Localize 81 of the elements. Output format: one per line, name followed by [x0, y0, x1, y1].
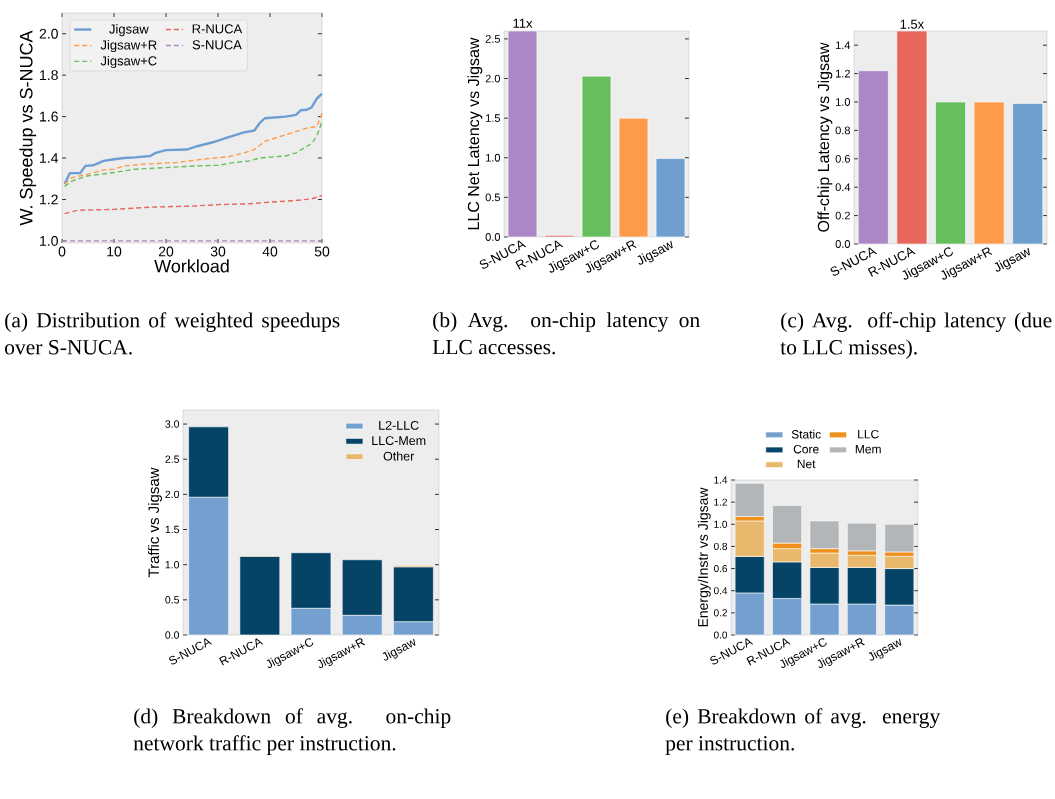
x-tick-label: 50 [314, 246, 330, 257]
line-series [63, 92, 324, 186]
text: (c) Avg. off-chip latency (due to LLC misses). [780, 312, 1052, 359]
legend-label: Static [791, 429, 821, 439]
y-tick-label: 0.4 [835, 183, 851, 192]
y-tick-label: 2.5 [485, 35, 500, 43]
y-tick-label: 1.4 [714, 476, 728, 484]
legend-label: Other [383, 451, 415, 461]
y-axis-title: Off-chip Latency vs Jigsaw [817, 42, 833, 232]
y-tick-label: 1.0 [165, 560, 180, 569]
x-axis-title: Workload [154, 259, 229, 273]
legend-label: Net [797, 459, 816, 469]
y-tick-label: 1.4 [40, 153, 59, 163]
bar [507, 30, 538, 238]
y-axis-title: Traffic vs Jigsaw [148, 467, 162, 578]
bar [973, 101, 1005, 245]
text: (d) Breakdown of avg. on-chip network traffic per instruction. [133, 708, 451, 755]
y-tick-label: 0.5 [485, 193, 500, 202]
y-tick-label: 1.0 [486, 153, 501, 162]
legend-label: Jigsaw+C [100, 55, 157, 69]
line-series [63, 194, 323, 215]
text: (a) Distribution of weighted speedups over S-NUCA. [5, 312, 340, 355]
y-tick-label: 0.8 [713, 542, 728, 550]
legend-label: Jigsaw+R [100, 40, 157, 53]
y-tick-label: 1.6 [40, 111, 58, 122]
bar [935, 101, 966, 245]
legend-label: LLC-Mem [372, 436, 426, 446]
legend-label: Jigsaw [109, 24, 149, 37]
bar [857, 70, 889, 245]
bar [884, 523, 915, 553]
y-tick-label: 1.5 [165, 525, 180, 534]
bar [581, 75, 612, 238]
y-tick-label: 2.5 [165, 455, 180, 463]
y-tick-label: 1.0 [40, 235, 58, 246]
y-tick-label: 0.0 [713, 631, 728, 639]
x-tick-label: 0 [58, 246, 66, 257]
annotation: 11x [513, 18, 533, 28]
legend-label: L2-LLC [379, 420, 419, 430]
y-tick-label: 0.0 [835, 240, 851, 248]
bar [239, 555, 281, 636]
x-tick-label: 30 [210, 246, 226, 257]
y-tick-label: 0.0 [485, 233, 501, 241]
y-tick-label: 0.0 [165, 631, 180, 639]
bar [896, 30, 928, 245]
y-tick-label: 1.0 [836, 98, 851, 106]
x-tick-label: 10 [107, 246, 122, 257]
text: (b) Avg. on-chip latency on LLC accesses. [432, 312, 700, 355]
y-tick-label: 1.2 [40, 194, 58, 205]
y-tick-label: 0.4 [713, 587, 728, 595]
y-tick-label: 0.8 [835, 126, 850, 135]
data-label: 1.5x [900, 19, 925, 29]
y-tick-label: 0.2 [835, 211, 850, 220]
y-tick-label: 1.4 [836, 41, 851, 49]
legend-label: R-NUCA [192, 24, 243, 34]
bar [1012, 103, 1044, 245]
x-tick-label: 20 [158, 246, 174, 257]
y-tick-label: 3.0 [165, 420, 180, 428]
y-tick-label: 0.6 [835, 154, 850, 163]
legend-label: Mem [855, 445, 881, 454]
y-tick-label: 1.0 [714, 520, 728, 528]
y-axis-title: Energy/Instr vs Jigsaw [697, 487, 711, 627]
y-tick-label: 2.0 [165, 490, 180, 499]
y-tick-label: 0.5 [165, 596, 180, 604]
y-tick-label: 0.2 [713, 609, 727, 617]
y-tick-label: 2.0 [39, 28, 58, 39]
bar [655, 158, 686, 238]
y-tick-label: 1.8 [40, 70, 58, 81]
x-tick-label: 40 [262, 246, 278, 257]
y-axis-title: LLC Net Latency vs Jigsaw [467, 37, 483, 230]
y-axis-title: W. Speedup vs S-NUCA [19, 30, 37, 226]
bar [847, 522, 877, 552]
legend-label: S-NUCA [192, 40, 242, 50]
y-tick-label: 1.2 [714, 498, 727, 506]
text: (e) Breakdown of avg. energy per instruction. [665, 708, 941, 755]
legend-label: LLC [858, 429, 879, 439]
y-tick-label: 1.2 [836, 69, 850, 78]
bar [618, 117, 649, 238]
y-tick-label: 2.0 [485, 74, 501, 83]
y-tick-label: 1.5 [486, 114, 500, 122]
legend-label: Core [793, 444, 819, 454]
y-tick-label: 0.6 [713, 565, 728, 573]
